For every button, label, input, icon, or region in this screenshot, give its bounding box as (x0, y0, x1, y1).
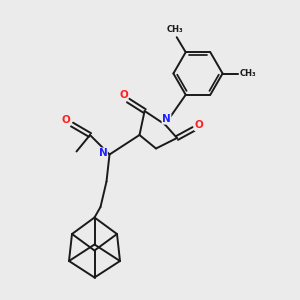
Text: CH₃: CH₃ (167, 25, 184, 34)
Text: N: N (98, 148, 107, 158)
Text: O: O (194, 120, 203, 130)
Text: O: O (119, 90, 128, 100)
Text: N: N (162, 114, 171, 124)
Text: O: O (61, 115, 70, 125)
Text: CH₃: CH₃ (239, 69, 256, 78)
